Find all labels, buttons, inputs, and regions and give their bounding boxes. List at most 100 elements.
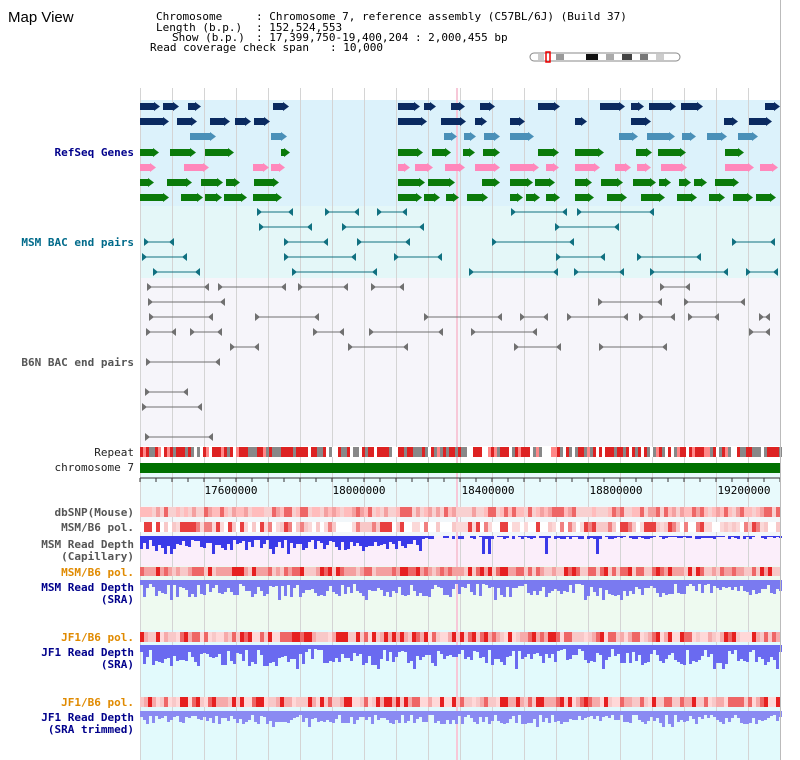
repeat-segment [740,447,743,457]
pol-segment [484,522,488,532]
jf1-depth-trim-label[interactable]: JF1 Read Depth [41,711,134,724]
repeat-segment [542,447,545,457]
depth-bar [683,536,686,537]
pol-segment [200,697,204,707]
pol-segment [148,697,152,707]
chromosome-ideogram[interactable] [529,51,681,63]
repeat-segment [773,447,776,457]
depth-bar [290,645,293,659]
depth-bar [518,711,521,715]
depth-bar [338,580,341,596]
pol-segment [412,697,416,707]
refseq-genes-label[interactable]: RefSeq Genes [54,146,134,159]
depth-bar [650,536,653,538]
pol-segment [168,697,172,707]
pol-segment [348,522,352,532]
gene-arrow [752,132,758,141]
pol-segment [672,697,676,707]
pol-segment [464,567,468,576]
jf1-pol-trim-label[interactable]: JF1/B6 pol. [61,696,134,709]
depth-bar [452,580,455,589]
gene-block [140,103,154,110]
pol-segment [592,632,596,642]
dbsnp-label[interactable]: dbSNP(Mouse) [54,506,134,519]
repeat-label: Repeat [94,446,134,459]
depth-bar [752,536,755,537]
depth-bar [413,580,416,591]
gene-arrow [747,193,753,202]
depth-bar [536,711,539,727]
depth-bar [503,645,506,665]
repeat-segment [266,447,269,457]
pol-segment [640,567,644,576]
pol-segment [540,632,544,642]
gene-arrow [645,117,651,126]
depth-bar [764,645,767,665]
pol-segment [264,697,268,707]
pol-segment [324,567,328,576]
jf1-depth-sub: (SRA) [100,658,134,671]
depth-bar [455,645,458,657]
pol-segment [684,567,688,576]
depth-bar [362,580,365,596]
depth-bar [641,645,644,665]
pol-segment [708,567,712,576]
depth-bar [695,711,698,724]
pol-segment [224,507,228,517]
gene-block [733,194,747,201]
pol-segment [224,522,228,532]
depth-bar [611,645,614,649]
depth-bar [287,711,290,723]
b6n-bac-label[interactable]: B6N BAC end pairs [21,356,134,369]
grid-line [300,88,301,760]
pol-segment [708,522,712,532]
depth-bar [326,645,329,663]
gene-arrow [554,193,560,202]
pol-segment [576,632,580,642]
msm-pol-label[interactable]: MSM/B6 pol. [61,521,134,534]
msm-depth-cap-label[interactable]: MSM Read Depth [41,538,134,551]
depth-bar [560,711,563,724]
depth-bar [140,645,143,652]
depth-bar [371,536,374,546]
msm-bac-label[interactable]: MSM BAC end pairs [21,236,134,249]
depth-bar [347,645,350,658]
jf1-depth-label[interactable]: JF1 Read Depth [41,646,134,659]
pol-segment [316,697,320,707]
bac-end [215,358,220,366]
msm-depth-sra-label[interactable]: MSM Read Depth [41,581,134,594]
pol-segment [248,697,252,707]
pol-segment [276,507,280,517]
depth-bar [536,580,539,595]
repeat-segment [629,447,632,457]
gene-block [535,179,549,186]
depth-bar [722,645,725,669]
bac-end [254,343,259,351]
depth-bar [197,536,200,541]
repeat-segment [410,447,413,457]
pol-segment [200,632,204,642]
depth-bar [527,711,530,723]
pol-segment [208,632,212,642]
depth-bar [506,536,509,538]
pol-segment [188,522,192,532]
msm-pol-sra-label[interactable]: MSM/B6 pol. [61,566,134,579]
depth-bar [680,645,683,664]
depth-bar [158,645,161,662]
pol-segment [572,697,576,707]
jf1-pol-label[interactable]: JF1/B6 pol. [61,631,134,644]
pol-segment [576,697,580,707]
pol-segment [516,697,520,707]
bac-end [190,328,195,336]
pol-segment [668,697,672,707]
pol-segment [408,697,412,707]
depth-bar [749,645,752,652]
depth-bar [590,645,593,661]
pol-segment [148,507,152,517]
depth-bar [695,536,698,539]
depth-bar [662,580,665,593]
depth-bar [269,711,272,721]
depth-bar [548,645,551,658]
gene-arrow [772,163,778,172]
